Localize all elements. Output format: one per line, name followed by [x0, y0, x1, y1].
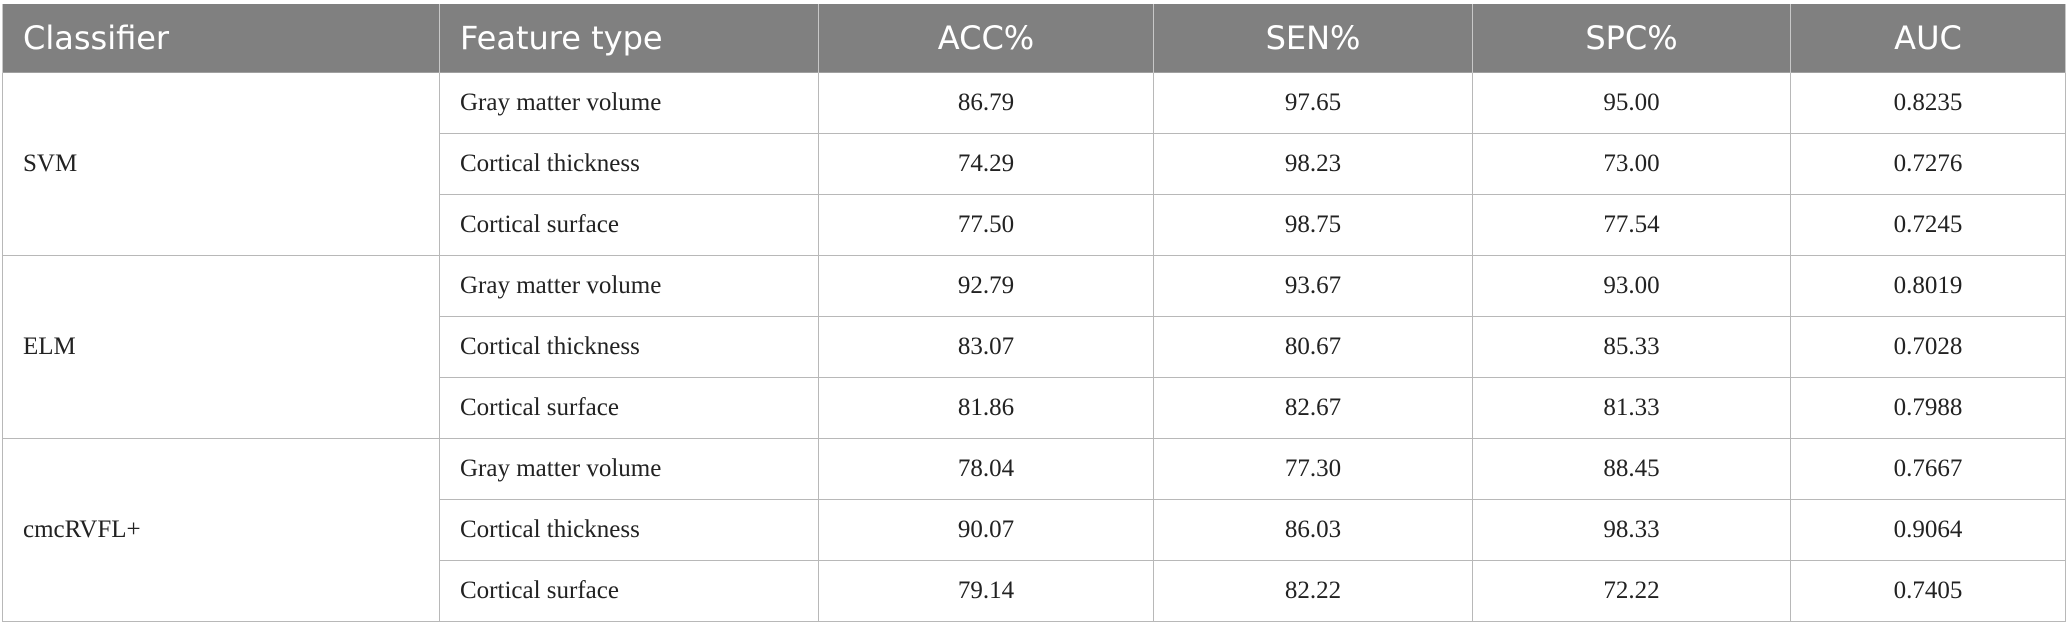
feature-type-cell: Cortical thickness — [439, 499, 819, 561]
table-row: ELM Gray matter volume 92.79 93.67 93.00… — [2, 255, 2066, 439]
table-row: SVM Gray matter volume 86.79 97.65 95.00… — [2, 72, 2066, 256]
spc-cell: 98.33 — [1472, 499, 1791, 561]
acc-cell: 79.14 — [818, 560, 1154, 622]
acc-cell: 92.79 — [818, 255, 1154, 317]
feature-type-cell: Cortical thickness — [439, 316, 819, 378]
auc-cell: 0.8235 — [1790, 72, 2066, 134]
sen-cell: 97.65 — [1153, 72, 1473, 134]
table-row: Cortical surface 81.86 82.67 81.33 0.798… — [3, 377, 2066, 439]
classifier-cell: cmcRVFL+ — [2, 438, 440, 622]
acc-cell: 78.04 — [818, 438, 1154, 500]
sen-cell: 98.75 — [1153, 194, 1473, 256]
classifier-cell: SVM — [2, 72, 440, 256]
results-table-container: Classifier Feature type ACC% SEN% SPC% A… — [2, 4, 2066, 622]
auc-cell: 0.7667 — [1790, 438, 2066, 500]
table-row: Cortical surface 77.50 98.75 77.54 0.724… — [3, 194, 2066, 256]
spc-cell: 72.22 — [1472, 560, 1791, 622]
acc-cell: 86.79 — [818, 72, 1154, 134]
sen-cell: 93.67 — [1153, 255, 1473, 317]
header-sen: SEN% — [1153, 4, 1473, 73]
feature-type-cell: Cortical thickness — [439, 133, 819, 195]
header-feature-type: Feature type — [439, 4, 819, 73]
auc-cell: 0.7405 — [1790, 560, 2066, 622]
feature-type-cell: Gray matter volume — [439, 438, 819, 500]
results-table: Classifier Feature type ACC% SEN% SPC% A… — [2, 4, 2066, 622]
table-row: cmcRVFL+ Gray matter volume 78.04 77.30 … — [2, 438, 2066, 622]
acc-cell: 74.29 — [818, 133, 1154, 195]
spc-cell: 88.45 — [1472, 438, 1791, 500]
table-row: Cortical thickness 83.07 80.67 85.33 0.7… — [3, 316, 2066, 378]
header-row: Classifier Feature type ACC% SEN% SPC% A… — [2, 4, 2066, 73]
sen-cell: 98.23 — [1153, 133, 1473, 195]
spc-cell: 93.00 — [1472, 255, 1791, 317]
acc-cell: 83.07 — [818, 316, 1154, 378]
spc-cell: 95.00 — [1472, 72, 1791, 134]
header-acc: ACC% — [818, 4, 1154, 73]
feature-type-cell: Cortical surface — [439, 377, 819, 439]
feature-type-cell: Cortical surface — [439, 560, 819, 622]
sen-cell: 77.30 — [1153, 438, 1473, 500]
sen-cell: 82.67 — [1153, 377, 1473, 439]
table-row: Cortical thickness 90.07 86.03 98.33 0.9… — [3, 499, 2066, 561]
header-classifier: Classifier — [2, 4, 440, 73]
auc-cell: 0.7276 — [1790, 133, 2066, 195]
auc-cell: 0.8019 — [1790, 255, 2066, 317]
spc-cell: 77.54 — [1472, 194, 1791, 256]
spc-cell: 85.33 — [1472, 316, 1791, 378]
table-body: SVM Gray matter volume 86.79 97.65 95.00… — [2, 72, 2066, 622]
header-auc: AUC — [1790, 4, 2066, 73]
acc-cell: 90.07 — [818, 499, 1154, 561]
acc-cell: 81.86 — [818, 377, 1154, 439]
sen-cell: 86.03 — [1153, 499, 1473, 561]
auc-cell: 0.7245 — [1790, 194, 2066, 256]
acc-cell: 77.50 — [818, 194, 1154, 256]
feature-type-cell: Cortical surface — [439, 194, 819, 256]
table-row: Cortical surface 79.14 82.22 72.22 0.740… — [3, 560, 2066, 622]
spc-cell: 73.00 — [1472, 133, 1791, 195]
header-spc: SPC% — [1472, 4, 1791, 73]
auc-cell: 0.9064 — [1790, 499, 2066, 561]
sen-cell: 82.22 — [1153, 560, 1473, 622]
table-header: Classifier Feature type ACC% SEN% SPC% A… — [2, 4, 2066, 73]
spc-cell: 81.33 — [1472, 377, 1791, 439]
auc-cell: 0.7028 — [1790, 316, 2066, 378]
classifier-cell: ELM — [2, 255, 440, 439]
feature-type-cell: Gray matter volume — [439, 255, 819, 317]
sen-cell: 80.67 — [1153, 316, 1473, 378]
feature-type-cell: Gray matter volume — [439, 72, 819, 134]
auc-cell: 0.7988 — [1790, 377, 2066, 439]
